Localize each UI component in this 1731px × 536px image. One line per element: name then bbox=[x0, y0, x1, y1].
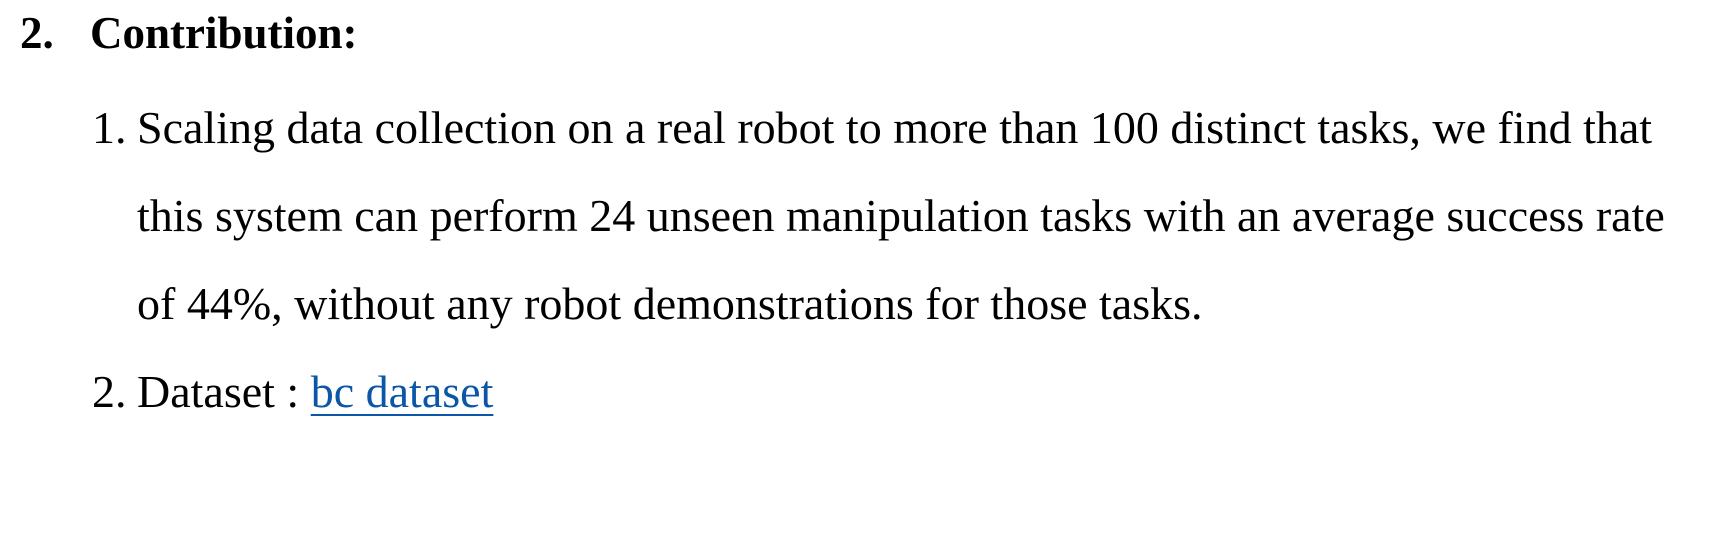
list-item: 2. Dataset : bc dataset bbox=[92, 348, 1712, 436]
list-item-number: 2. bbox=[92, 366, 127, 417]
list-item-text: Scaling data collection on a real robot … bbox=[137, 102, 1665, 329]
section-number: 2. bbox=[20, 8, 54, 58]
dataset-label: Dataset : bbox=[137, 366, 300, 417]
list-item: 1. Scaling data collection on a real rob… bbox=[92, 84, 1712, 348]
section-heading: 2. Contribution: bbox=[20, 4, 358, 62]
dataset-link[interactable]: bc dataset bbox=[310, 366, 494, 417]
contribution-list: 1. Scaling data collection on a real rob… bbox=[92, 84, 1712, 436]
section-title: Contribution: bbox=[90, 8, 358, 58]
list-item-number: 1. bbox=[92, 102, 127, 153]
